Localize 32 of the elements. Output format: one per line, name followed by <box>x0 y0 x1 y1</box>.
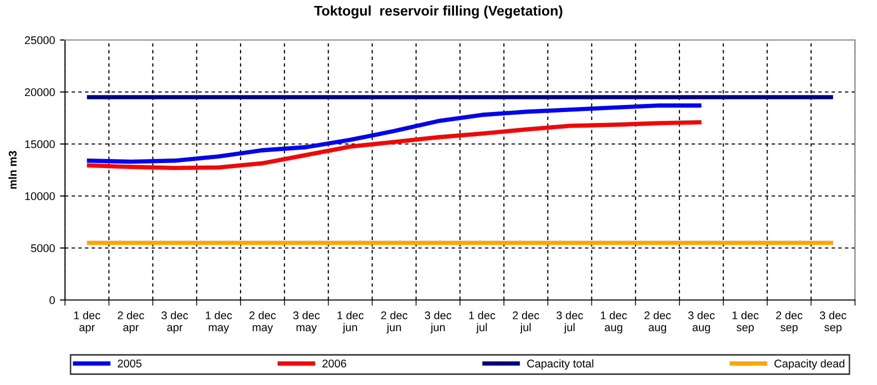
x-tick-label: 3 dec aug <box>688 311 715 334</box>
legend-label: 2006 <box>322 360 346 368</box>
x-tick-label: 1 dec jun <box>338 311 364 334</box>
x-tick-label: 3 dec jul <box>556 311 584 334</box>
x-tick-label: 2 dec sep <box>776 311 802 334</box>
x-tick-label: 3 dec sep <box>820 311 846 334</box>
y-axis-title: mln m3 <box>8 150 17 189</box>
legend-label: 2005 <box>118 360 142 368</box>
y-tick-label: 0 <box>50 296 55 304</box>
x-tick-label: 2 dec aug <box>644 311 671 334</box>
x-tick-label: 1 dec apr <box>74 311 100 334</box>
y-tick-label: 10000 <box>25 192 55 200</box>
x-tick-label: 1 dec sep <box>732 311 759 334</box>
y-tick-label: 5000 <box>31 244 55 252</box>
x-tick-label: 3 dec apr <box>162 311 188 334</box>
y-tick-label: 25000 <box>24 36 55 44</box>
chart-title: Toktogul reservoir filling (Vegetation) <box>314 5 562 19</box>
x-tick-label: 1 dec aug <box>600 311 627 334</box>
line-series <box>84 103 704 164</box>
x-tick-label: 3 dec may <box>293 311 320 334</box>
legend-label: Capacity total <box>527 359 594 370</box>
x-tick-label: 2 dec apr <box>118 311 144 334</box>
y-tick-label: 15000 <box>25 140 55 148</box>
legend-label: Capacity dead <box>774 359 844 370</box>
x-tick-label: 3 dec jun <box>424 311 452 334</box>
y-tick-label: 20000 <box>24 88 55 96</box>
x-tick-label: 1 dec may <box>206 311 232 334</box>
x-tick-label: 2 dec jul <box>512 311 540 334</box>
x-tick-label: 1 dec jul <box>469 311 496 334</box>
x-tick-label: 2 dec may <box>249 311 276 334</box>
line-series <box>84 120 704 170</box>
x-tick-label: 2 dec jun <box>381 311 408 334</box>
